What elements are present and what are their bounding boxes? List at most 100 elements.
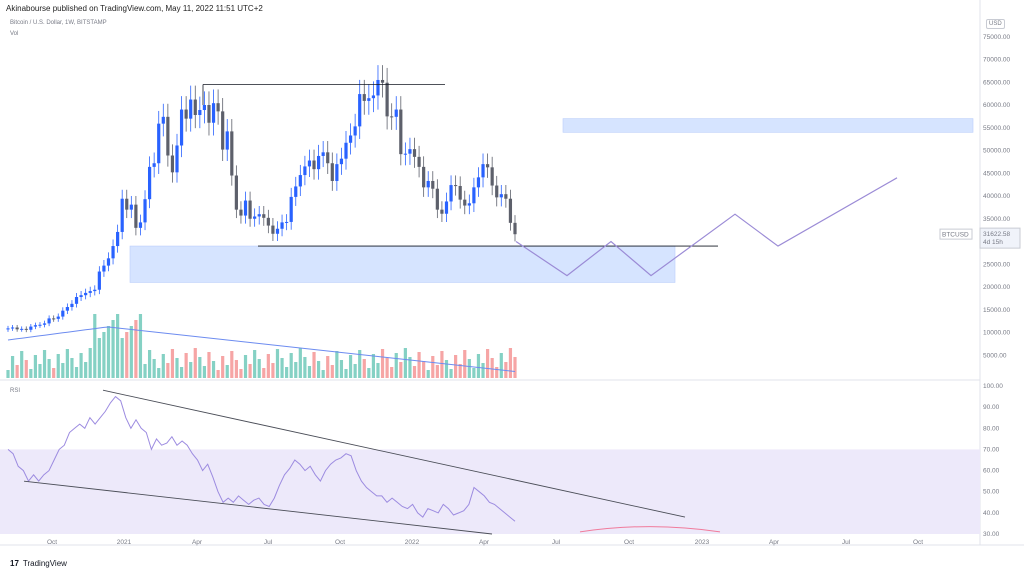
volume-bar [303,357,307,378]
volume-bar [390,367,394,378]
candle-body [485,164,490,168]
volume-bar [426,370,430,378]
tradingview-brand[interactable]: 17 TradingView [10,559,67,568]
volume-bar [47,359,51,378]
candle-body [116,231,120,247]
candle-body [179,109,184,146]
volume-bar [444,360,449,378]
volume-bar [221,356,225,378]
candle-body [253,216,257,219]
time-tick-label: Oct [624,539,634,546]
candle-body [285,221,289,223]
candle-body [230,131,234,176]
volume-bar [65,349,69,378]
candle-body [70,303,74,308]
time-tick-label: 2021 [117,539,132,546]
candle-body [243,200,248,216]
candle-body [449,185,453,202]
candle-body [504,194,508,199]
price-tick-label: 75000.00 [983,34,1010,41]
candle-body [307,160,312,167]
candle-body [106,258,111,266]
volume-bar [143,364,147,378]
price-badge-value: 31622.58 [983,231,1010,238]
volume-bar [234,360,238,378]
candle-body [189,99,193,119]
candle-body [390,116,394,118]
candle-body [348,135,353,143]
candle-body [47,318,51,324]
currency-badge[interactable]: USD [986,19,1005,29]
candle-body [221,111,225,150]
candle-body [303,166,307,176]
candle-body [353,126,357,136]
candle-body [499,194,503,198]
time-tick-label: Oct [47,539,57,546]
volume-bar [399,362,403,378]
candle-body [111,246,115,259]
candle-body [193,99,197,116]
volume-bar [353,364,357,378]
candle-body [248,200,252,219]
candle-body [61,310,65,317]
candle-body [367,98,371,101]
volume-bar [417,352,421,378]
time-tick-label: 2022 [405,539,420,546]
price-tick-label: 60000.00 [983,102,1010,109]
rsi-upper-trendline [102,389,686,518]
candle-body [170,155,175,173]
candle-body [42,323,47,325]
volume-bars [6,314,517,378]
price-tick-label: 45000.00 [983,170,1010,177]
demand-zone [129,245,676,283]
volume-bar [499,353,503,378]
candle-body [10,327,15,329]
candle-body [125,198,129,210]
volume-bar [362,359,366,378]
candle-body [161,116,165,124]
volume-bar [207,352,211,378]
volume-bar [495,367,499,378]
candle-body [412,149,417,157]
volume-bar [403,348,407,378]
volume-bar [463,350,467,378]
candle-body [33,325,38,327]
volume-bar [467,359,471,378]
volume-bar [335,351,339,378]
candle-body [371,95,376,99]
volume-bar [330,365,334,378]
candle-body [362,94,366,101]
zones [129,118,974,283]
price-tick-label: 25000.00 [983,261,1010,268]
volume-bar [193,348,197,378]
volume-bar [412,366,417,378]
volume-bar [20,351,24,378]
time-tick-label: Jul [264,539,273,546]
candle-body [129,204,133,210]
price-tick-label: 5000.00 [983,352,1007,359]
candle-body [239,209,243,216]
volume-bar [243,355,248,378]
volume-bar [170,349,175,378]
price-tick-label: 55000.00 [983,125,1010,132]
volume-bar [225,365,229,378]
tradingview-logo-icon: 17 [10,559,19,568]
candle-body [216,103,220,112]
candle-body [385,82,389,117]
volume-bar [458,364,462,378]
volume-bar [24,360,28,378]
candle-body [275,228,280,234]
volume-bar [15,365,19,378]
candle-body [79,295,83,298]
candle-body [143,199,147,223]
candle-body [38,324,42,326]
candle-body [344,142,348,159]
volume-bar [508,348,513,378]
candle-body [508,198,513,223]
volume-bar [189,362,193,378]
candle-body [458,185,462,200]
volume-bar [116,314,120,378]
volume-bar [316,361,321,378]
volume-bar [481,363,485,378]
